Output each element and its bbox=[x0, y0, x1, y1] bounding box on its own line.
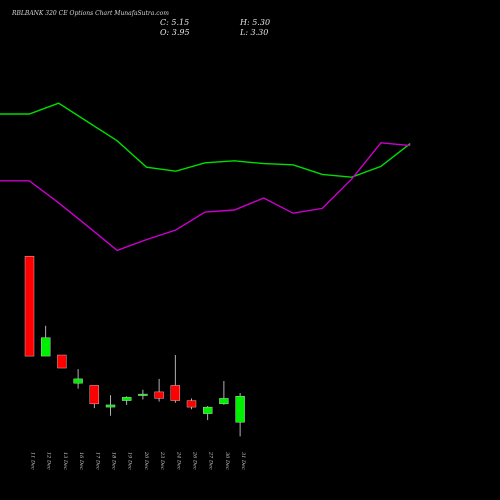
candle-body-up bbox=[202, 406, 213, 414]
x-tick-label: 24 Dec bbox=[175, 451, 181, 470]
x-tick-label: 11 Dec bbox=[30, 452, 36, 470]
candle-body-up bbox=[41, 337, 51, 357]
x-tick-label: 16 Dec bbox=[78, 452, 84, 470]
overlay-line-1 bbox=[0, 102, 411, 178]
candle-body-down bbox=[154, 391, 164, 399]
x-tick-label: 26 Dec bbox=[192, 451, 198, 470]
x-tick-label: 19 Dec bbox=[127, 452, 133, 470]
x-tick-label: 27 Dec bbox=[208, 451, 214, 470]
x-tick-label: 23 Dec bbox=[159, 451, 165, 470]
x-tick-label: 30 Dec bbox=[224, 452, 230, 470]
candle-body-down bbox=[186, 400, 197, 408]
candle-body-up bbox=[105, 404, 116, 408]
low-label: L: 3.30 bbox=[240, 28, 269, 37]
close-label: C: 5.15 bbox=[160, 18, 190, 27]
candle-body-down bbox=[170, 385, 181, 401]
chart-title: RBLBANK 320 CE Options Chart MunafaSutra… bbox=[12, 10, 169, 17]
candle-body-up bbox=[219, 398, 229, 405]
candle-body-up bbox=[138, 393, 148, 396]
candle-body-up bbox=[73, 378, 83, 384]
x-tick-label: 20 Dec bbox=[143, 451, 149, 470]
candle-body-up bbox=[235, 396, 245, 423]
candle-body-down bbox=[24, 256, 35, 357]
candle-body-down bbox=[89, 385, 100, 405]
x-tick-label: 18 Dec bbox=[111, 452, 117, 470]
candle-body-up bbox=[121, 397, 132, 401]
high-label: H: 5.30 bbox=[240, 18, 271, 27]
x-tick-label: 13 Dec bbox=[62, 452, 68, 470]
x-tick-label: 31 Dec bbox=[240, 452, 246, 470]
x-tick-label: 12 Dec bbox=[46, 452, 52, 470]
open-label: O: 3.95 bbox=[160, 28, 190, 37]
candle-body-down bbox=[57, 354, 67, 369]
overlay-line-2 bbox=[0, 142, 411, 252]
x-tick-label: 17 Dec bbox=[94, 452, 100, 470]
